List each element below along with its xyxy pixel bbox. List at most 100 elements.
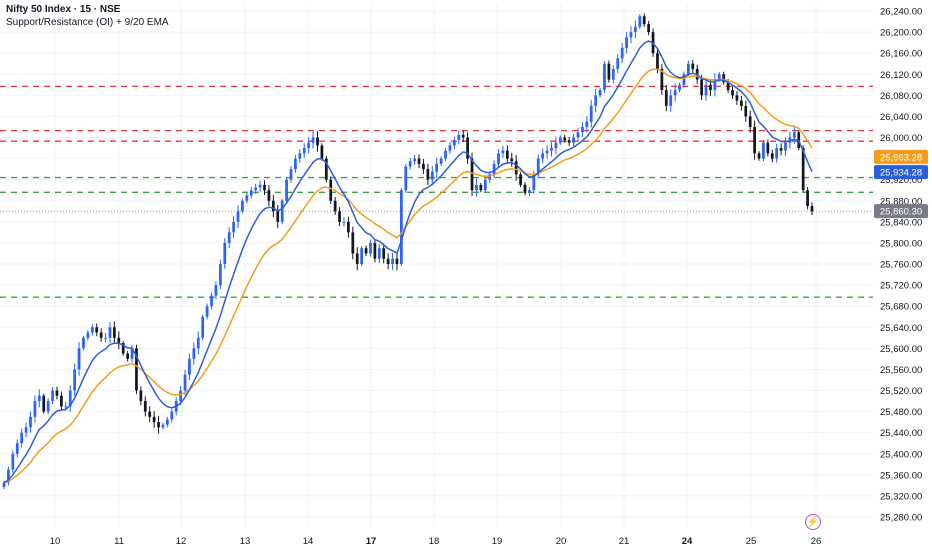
candle-body: [320, 145, 324, 159]
x-tick-label: 20: [556, 536, 567, 547]
candle-body: [201, 316, 205, 338]
candle-body: [682, 74, 686, 85]
x-tick-label: 14: [303, 536, 314, 547]
candle-body: [554, 142, 558, 149]
candle-body: [280, 200, 284, 222]
x-tick-label: 24: [682, 536, 693, 547]
candle-body: [210, 295, 213, 307]
candle-body: [461, 134, 465, 138]
candle-body: [104, 337, 107, 339]
candle-body: [413, 158, 416, 162]
candle-body: [611, 68, 615, 80]
ema-20-line: [3, 68, 813, 484]
candle-body: [188, 358, 191, 375]
candle-body: [497, 153, 500, 164]
candle-body: [2, 482, 6, 487]
candle-body: [46, 401, 50, 412]
candle-body: [249, 190, 253, 196]
candle-body: [99, 332, 103, 338]
candle-body: [316, 137, 319, 146]
candle-body: [492, 163, 496, 175]
x-tick-label: 26: [811, 536, 822, 547]
candle-body: [351, 232, 355, 254]
candle-body: [294, 158, 297, 170]
candle-body: [271, 200, 275, 212]
candle-body: [470, 158, 474, 191]
candle-body: [121, 343, 125, 354]
candle-body: [117, 337, 121, 344]
candle-body: [563, 137, 567, 141]
y-tick-label: 25,840.00: [880, 217, 922, 228]
candle-body: [753, 126, 756, 154]
candle-body: [15, 443, 19, 454]
candle-body: [355, 253, 359, 264]
candle-body: [426, 169, 430, 180]
candle-body: [73, 369, 77, 391]
candle-body: [307, 142, 311, 149]
ema-20-tag: 25,963.28: [880, 152, 922, 163]
y-tick-label: 26,200.00: [880, 28, 922, 39]
candle-body: [483, 179, 487, 191]
candle-body: [810, 206, 814, 212]
candle-body: [218, 264, 222, 286]
candle-body: [24, 427, 28, 433]
candle-body: [422, 163, 425, 170]
y-tick-label: 25,920.00: [880, 175, 922, 186]
candle-body: [638, 16, 642, 27]
candle-body: [360, 248, 364, 264]
candle-body: [382, 248, 386, 259]
candle-body: [289, 169, 293, 180]
candle-body: [276, 211, 280, 222]
candle-body: [369, 242, 372, 254]
candle-body: [528, 190, 531, 193]
candle-body: [607, 63, 611, 80]
candle-body: [735, 95, 739, 101]
candle-body: [417, 158, 421, 164]
candle-body: [660, 68, 664, 91]
candle-body: [439, 158, 443, 164]
x-tick-label: 12: [176, 536, 187, 547]
indicator-label[interactable]: Support/Resistance (OI) + 9/20 EMA: [6, 17, 169, 28]
candle-body: [514, 161, 518, 175]
candle-body: [634, 26, 637, 33]
chart-title: Nifty 50 Index · 15 · NSE: [6, 4, 121, 15]
y-tick-label: 25,760.00: [880, 260, 922, 271]
candle-body: [744, 105, 748, 117]
candle-body: [505, 150, 509, 159]
candle-body: [726, 82, 730, 91]
candle-body: [700, 79, 703, 96]
candle-body: [205, 306, 209, 317]
candle-body: [572, 137, 575, 143]
candle-body: [236, 211, 240, 222]
candle-body: [762, 142, 765, 159]
candle-body: [90, 327, 94, 333]
candle-body: [567, 140, 571, 143]
candle-body: [523, 184, 527, 193]
candle-body: [263, 184, 266, 191]
candle-body: [550, 148, 553, 151]
candle-body: [86, 332, 90, 338]
candle-body: [589, 105, 593, 122]
candle-body: [108, 327, 112, 338]
x-tick-label: 21: [619, 536, 630, 547]
candle-body: [616, 58, 620, 69]
candle-body: [64, 406, 68, 408]
candle-body: [801, 148, 805, 191]
candle-body: [488, 174, 492, 180]
y-tick-label: 25,880.00: [880, 196, 922, 207]
candle-body: [713, 79, 717, 91]
ema-9-tag: 25,934.28: [880, 168, 922, 179]
y-tick-label: 26,000.00: [880, 133, 922, 144]
y-tick-label: 26,120.00: [880, 70, 922, 81]
x-tick-label: 18: [429, 536, 440, 547]
candle-body: [766, 142, 770, 154]
candle-body: [479, 184, 483, 191]
candle-body: [581, 126, 584, 133]
lightning-icon[interactable]: ⚡: [805, 514, 821, 530]
y-tick-label: 26,080.00: [880, 91, 922, 102]
x-tick-label: 17: [366, 536, 377, 547]
candle-body: [669, 95, 673, 106]
x-tick-label: 11: [114, 536, 124, 547]
